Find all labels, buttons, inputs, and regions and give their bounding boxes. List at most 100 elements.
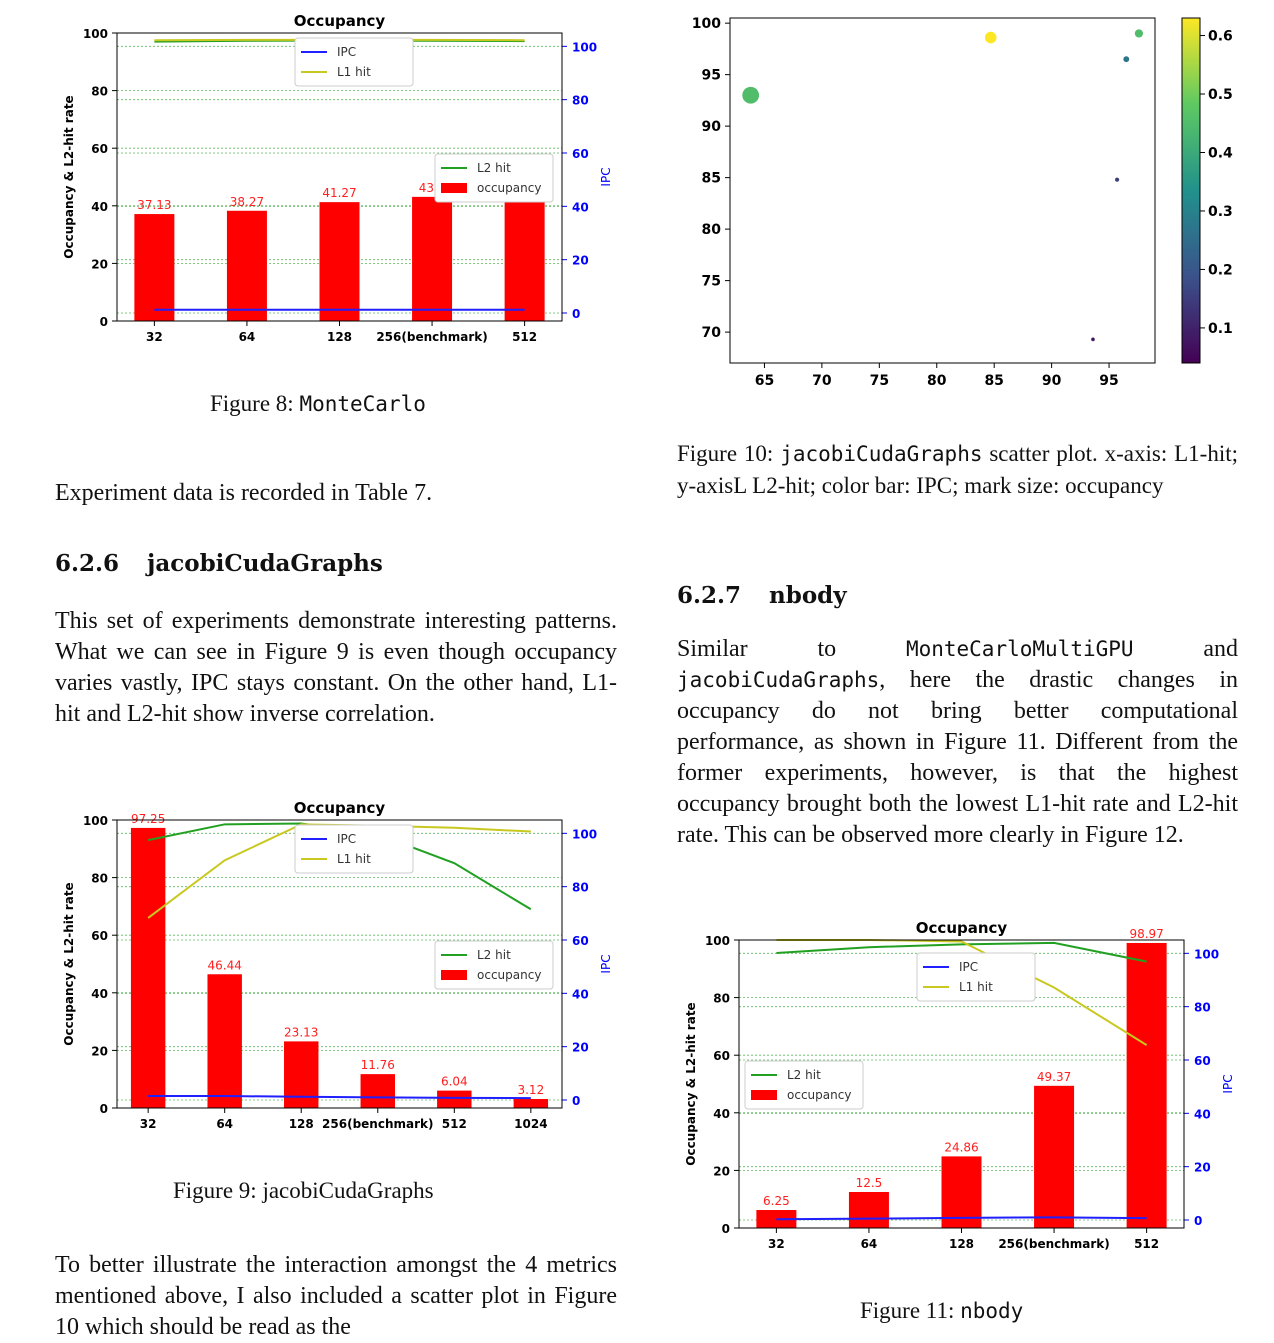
x-tick-label: 64 — [216, 1117, 233, 1131]
bar-value-label: 3.12 — [517, 1083, 544, 1097]
figure-8-caption: Figure 8: MonteCarlo — [210, 388, 426, 420]
bar — [284, 1041, 318, 1108]
y2-tick-label: 80 — [1194, 1001, 1211, 1015]
bar — [849, 1192, 889, 1228]
y2-tick-label: 80 — [572, 881, 589, 895]
x-tick-label: 64 — [861, 1237, 878, 1251]
bar-value-label: 38.27 — [230, 195, 264, 209]
y-tick-label: 90 — [702, 119, 722, 135]
y2-tick-label: 100 — [572, 827, 597, 841]
bar — [437, 1091, 471, 1108]
y-tick-label: 60 — [713, 1049, 730, 1063]
figure-9-chart: Occupancy02040608010002040608010097.2546… — [55, 795, 625, 1145]
figure-10-caption: Figure 10: jacobiCudaGraphs scatter plot… — [677, 438, 1238, 501]
section-heading-627: 6.2.7 nbody — [677, 582, 847, 609]
figure-9-caption: Figure 9: jacobiCudaGraphs — [173, 1175, 434, 1206]
bar-value-label: 49.37 — [1037, 1070, 1071, 1084]
x-tick-label: 256(benchmark) — [322, 1117, 433, 1131]
colorbar-tick-label: 0.6 — [1208, 29, 1233, 45]
bar-value-label: 12.5 — [856, 1176, 883, 1190]
x-tick-label: 80 — [927, 373, 947, 389]
x-tick-label: 65 — [755, 373, 774, 389]
code-run: MonteCarloMultiGPU — [906, 637, 1134, 661]
legend-swatch — [751, 1090, 777, 1100]
x-tick-label: 64 — [239, 330, 256, 344]
y2-tick-label: 0 — [572, 307, 580, 321]
colorbar-tick-label: 0.5 — [1208, 87, 1233, 103]
y2-tick-label: 0 — [572, 1094, 580, 1108]
y2-tick-label: 60 — [572, 147, 589, 161]
y-axis-label: Occupancy & L2-hit rate — [62, 882, 76, 1045]
legend-swatch — [441, 183, 467, 193]
caption-prefix: Figure 8: — [210, 391, 299, 416]
chart-title: Occupancy — [294, 799, 386, 817]
y2-tick-label: 20 — [572, 1041, 589, 1055]
legend-label: L1 hit — [959, 980, 993, 994]
section-number: 6.2.6 — [55, 550, 119, 577]
bar — [412, 197, 452, 321]
caption-prefix: Figure 11: — [860, 1298, 960, 1323]
bar — [1127, 943, 1167, 1228]
y-axis-label: Occupancy & L2-hit rate — [684, 1002, 698, 1165]
y2-axis-label: IPC — [599, 954, 613, 973]
series-line-ipc — [148, 1096, 531, 1098]
bar — [131, 828, 165, 1108]
x-tick-label: 1024 — [514, 1117, 547, 1131]
y-tick-label: 60 — [91, 929, 108, 943]
y-tick-label: 80 — [91, 872, 108, 886]
x-tick-label: 85 — [984, 373, 1003, 389]
x-tick-label: 75 — [870, 373, 889, 389]
caption-prefix: Figure 10: — [677, 441, 780, 466]
x-tick-label: 512 — [1134, 1237, 1159, 1251]
legend-label: occupancy — [477, 968, 541, 982]
y2-tick-label: 40 — [572, 987, 589, 1001]
chart-title: Occupancy — [916, 919, 1008, 937]
legend-swatch — [441, 970, 467, 980]
y-tick-label: 100 — [705, 934, 730, 948]
bar — [227, 211, 267, 321]
x-tick-label: 512 — [442, 1117, 467, 1131]
x-tick-label: 70 — [812, 373, 832, 389]
figure-11-chart: Occupancy0204060801000204060801006.2512.… — [677, 915, 1247, 1265]
scatter-point — [1091, 338, 1095, 342]
colorbar — [1182, 18, 1200, 363]
y2-tick-label: 60 — [572, 934, 589, 948]
x-tick-label: 32 — [768, 1237, 785, 1251]
y-axis-label: Occupancy & L2-hit rate — [62, 95, 76, 258]
bar — [1034, 1086, 1074, 1228]
bar-value-label: 98.97 — [1129, 927, 1163, 941]
y2-tick-label: 20 — [1194, 1161, 1211, 1175]
y-tick-label: 0 — [100, 1102, 108, 1116]
y-tick-label: 85 — [702, 171, 721, 187]
bar-value-label: 11.76 — [361, 1058, 395, 1072]
y2-tick-label: 80 — [572, 94, 589, 108]
figure-11-caption: Figure 11: nbody — [860, 1295, 1023, 1327]
plot-frame — [730, 18, 1155, 363]
bar — [514, 1099, 548, 1108]
y-tick-label: 20 — [713, 1164, 730, 1178]
colorbar-tick-label: 0.2 — [1208, 262, 1233, 278]
y-tick-label: 100 — [692, 16, 721, 32]
x-tick-label: 256(benchmark) — [998, 1237, 1109, 1251]
chart-title: Occupancy — [294, 12, 386, 30]
legend-label: L2 hit — [477, 948, 511, 962]
legend-label: occupancy — [477, 181, 541, 195]
scatter-point — [1135, 29, 1143, 37]
bar — [207, 974, 241, 1108]
caption-code: MonteCarlo — [299, 392, 425, 416]
bar-value-label: 23.13 — [284, 1025, 318, 1039]
bar-value-label: 46.44 — [208, 958, 242, 972]
paragraph-627: Similar to MonteCarloMultiGPU and jacobi… — [677, 634, 1238, 851]
y2-tick-label: 60 — [1194, 1054, 1211, 1068]
paragraph-table-ref: Experiment data is recorded in Table 7. — [55, 478, 617, 509]
bar-value-label: 97.25 — [131, 812, 165, 826]
legend-label: IPC — [959, 960, 978, 974]
x-tick-label: 512 — [512, 330, 537, 344]
legend-label: occupancy — [787, 1088, 851, 1102]
section-title: nbody — [769, 582, 847, 609]
y2-tick-label: 40 — [572, 200, 589, 214]
section-number: 6.2.7 — [677, 582, 741, 609]
